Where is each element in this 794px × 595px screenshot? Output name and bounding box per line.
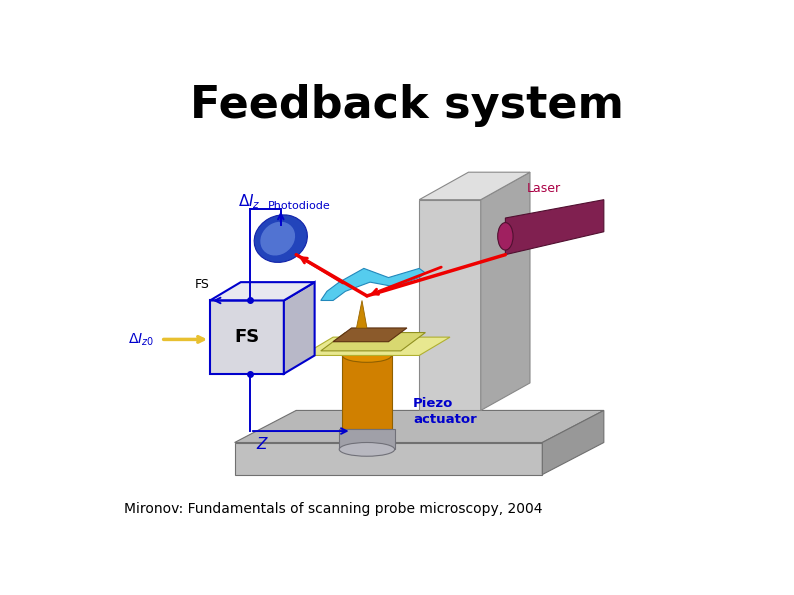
Polygon shape [542,411,603,475]
Polygon shape [284,282,314,374]
Text: $Z$: $Z$ [256,436,269,452]
Text: Piezo
actuator: Piezo actuator [413,397,477,425]
Text: FS: FS [195,278,210,291]
Polygon shape [210,282,314,300]
Polygon shape [506,200,603,255]
Ellipse shape [260,222,295,255]
Ellipse shape [498,223,513,250]
Polygon shape [333,328,407,342]
Text: $\Delta I_z$: $\Delta I_z$ [237,193,260,211]
Text: FS: FS [234,328,260,346]
Polygon shape [357,300,367,328]
Polygon shape [235,443,542,475]
Text: Mironov: Fundamentals of scanning probe microscopy, 2004: Mironov: Fundamentals of scanning probe … [124,502,542,516]
Polygon shape [210,300,284,374]
Ellipse shape [254,215,307,262]
Text: Laser: Laser [527,181,561,195]
Polygon shape [235,411,603,443]
Polygon shape [303,337,450,355]
Polygon shape [419,200,480,411]
Polygon shape [321,333,426,351]
Polygon shape [339,429,395,449]
Polygon shape [480,172,530,411]
Text: $\Delta I_{z0}$: $\Delta I_{z0}$ [129,331,155,347]
Text: Feedback system: Feedback system [190,84,624,127]
Polygon shape [419,172,530,200]
Ellipse shape [342,349,391,362]
Polygon shape [342,355,391,429]
Text: Photodiode: Photodiode [268,201,330,211]
Polygon shape [321,268,426,300]
Ellipse shape [339,443,395,456]
